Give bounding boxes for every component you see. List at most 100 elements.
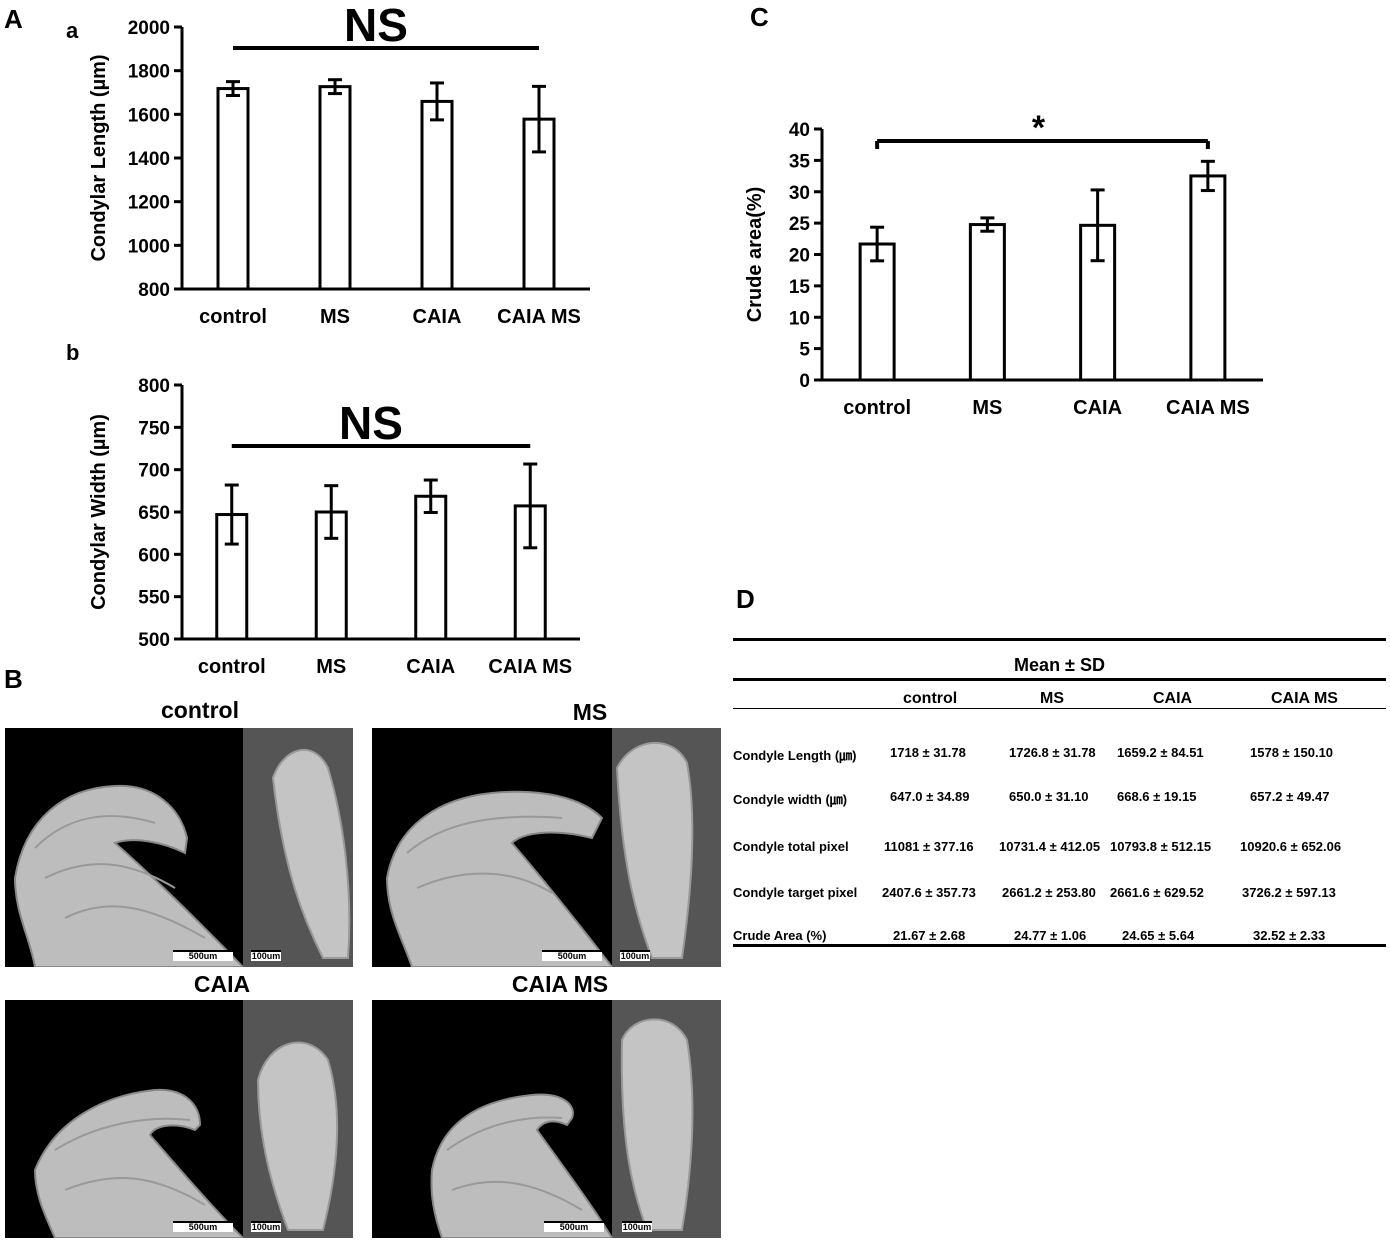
condyle-axial-view [612, 1000, 721, 1238]
y-axis-label: Condylar Length (µm) [88, 54, 110, 261]
table-cell: 2407.6 ± 357.73 [882, 885, 976, 900]
image-title-caia: CAIA [193, 971, 251, 997]
table-col-rule [733, 708, 1386, 709]
panel-label-b-main: B [4, 664, 23, 694]
table-cell: 1659.2 ± 84.51 [1117, 745, 1204, 760]
scale-bar-100: 100um [251, 950, 281, 961]
scale-bar-500: 500um [173, 1221, 233, 1232]
condyle-sagittal-view [13, 784, 243, 967]
x-tick-label: MS [316, 656, 346, 678]
table-top-rule [733, 638, 1386, 641]
scale-bar-500: 500um [173, 950, 233, 961]
significance-label: * [1032, 109, 1046, 147]
image-title-caia-ms: CAIA MS [511, 971, 609, 997]
micro-ct-image-ms: 500um 100um [372, 728, 721, 967]
significance-label: NS [344, 8, 408, 51]
x-tick-label: control [198, 656, 266, 678]
table-cell: 24.65 ± 5.64 [1122, 928, 1195, 943]
table-header-rule [733, 678, 1386, 681]
table-cell: 3726.2 ± 597.13 [1242, 885, 1336, 900]
y-tick-label: 650 [138, 503, 170, 524]
table-row-label: Condyle Length (㎛) [733, 748, 857, 763]
condyle-sagittal-view [430, 1093, 612, 1238]
y-tick-label: 1400 [128, 149, 170, 170]
bar [420, 99, 454, 291]
table-row-label: Condyle total pixel [733, 839, 849, 854]
table-cell: 11081 ± 377.16 [884, 839, 974, 854]
y-axis-label: Condylar Width (µm) [88, 414, 110, 610]
table-cell: 1578 ± 150.10 [1250, 745, 1334, 760]
x-tick-label: CAIA MS [497, 306, 581, 328]
y-tick-label: 40 [789, 120, 810, 141]
micro-ct-image-control: 500um 100um [5, 728, 353, 967]
bar [968, 223, 1006, 382]
panel-label-c: C [750, 2, 769, 32]
table-row-label: Condyle target pixel [733, 885, 858, 900]
y-tick-label: 25 [789, 214, 811, 235]
x-tick-label: CAIA [413, 306, 462, 328]
y-axis-label: Crude area(%) [744, 187, 766, 323]
y-tick-label: 5 [799, 340, 810, 361]
y-tick-label: 700 [138, 461, 170, 482]
table-cell: 2661.2 ± 253.80 [1002, 885, 1096, 900]
table-cell: 10731.4 ± 412.05 [999, 839, 1101, 854]
table-col-header: CAIA MS [1271, 690, 1338, 707]
y-tick-label: 20 [789, 246, 810, 267]
y-tick-label: 30 [789, 183, 810, 204]
table-bottom-rule [733, 944, 1386, 947]
y-tick-label: 1600 [128, 105, 170, 126]
scale-bar-100: 100um [620, 950, 650, 961]
y-tick-label: 15 [789, 277, 811, 298]
condyle-sagittal-view [385, 790, 612, 967]
y-tick-label: 750 [138, 418, 170, 439]
image-title-control: control [161, 697, 239, 723]
table-super-header: Mean ± SD [1014, 655, 1105, 675]
table-cell: 10793.8 ± 512.15 [1110, 839, 1212, 854]
table-cell: 32.52 ± 2.33 [1253, 928, 1326, 943]
condyle-axial-view [243, 728, 353, 967]
table-cell: 1726.8 ± 31.78 [1009, 745, 1096, 760]
table-cell: 657.2 ± 49.47 [1250, 789, 1330, 804]
bar [858, 242, 896, 382]
panel-label-a-main: A [4, 4, 23, 34]
y-tick-label: 800 [138, 280, 170, 301]
x-tick-label: CAIA MS [1166, 397, 1250, 419]
condyle-axial-view [612, 728, 721, 967]
table-cell: 2661.6 ± 629.52 [1110, 885, 1204, 900]
bar [414, 494, 448, 641]
image-title-ms: MS [572, 699, 608, 725]
scale-bar-500: 500um [542, 950, 602, 961]
x-tick-label: control [199, 306, 267, 328]
scale-bar-100: 100um [622, 1221, 652, 1232]
table-cell: 1718 ± 31.78 [890, 745, 966, 760]
scale-bar-500: 500um [544, 1221, 604, 1232]
y-tick-label: 550 [138, 588, 170, 609]
panel-label-b-sub: b [66, 340, 80, 365]
table-cell: 10920.6 ± 652.06 [1240, 839, 1342, 854]
table-col-header: control [903, 690, 958, 707]
x-tick-label: CAIA [406, 656, 455, 678]
y-tick-label: 1800 [128, 62, 170, 83]
table-row-label: Condyle width (㎛) [733, 792, 848, 807]
y-tick-label: 10 [789, 308, 810, 329]
micro-ct-image-caia-ms: 500um 100um [372, 1000, 721, 1238]
y-tick-label: 0 [799, 371, 810, 392]
table-row-label: Crude Area (%) [733, 928, 827, 943]
bar [318, 85, 352, 291]
significance-label: NS [339, 397, 403, 449]
panel-label-a-sub: a [66, 18, 79, 43]
x-tick-label: MS [320, 306, 350, 328]
panel-label-d: D [736, 584, 755, 614]
y-tick-label: 2000 [128, 18, 170, 39]
scale-bar-100: 100um [251, 1221, 281, 1232]
y-tick-label: 500 [138, 630, 170, 651]
table-cell: 21.67 ± 2.68 [893, 928, 966, 943]
bar [314, 510, 348, 641]
table-cell: 668.6 ± 19.15 [1117, 789, 1197, 804]
condyle-sagittal-view [33, 1088, 243, 1238]
x-tick-label: MS [972, 397, 1002, 419]
condyle-axial-view [243, 1000, 353, 1238]
bar [1189, 174, 1227, 382]
crude-area-chart: 0 5 10 15 20 25 30 35 40 Crude area(%) control MS CA… [744, 109, 1263, 419]
x-tick-label: CAIA [1073, 397, 1122, 419]
